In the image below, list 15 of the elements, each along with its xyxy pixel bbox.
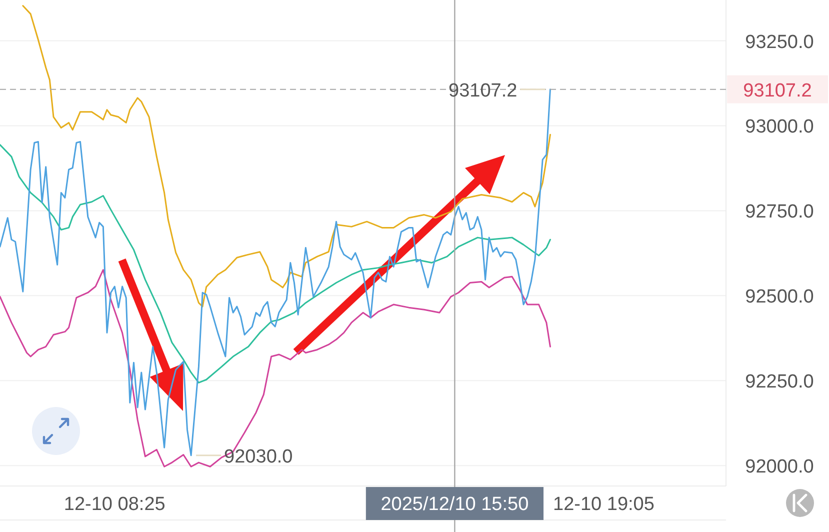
- annotation: 93107.2: [448, 80, 518, 102]
- x-tick-label: 12-10 19:05: [553, 494, 654, 515]
- line-series: [22, 5, 551, 308]
- ref-line-label: 93107.2: [743, 80, 812, 102]
- y-tick-label: 92500.0: [745, 286, 814, 308]
- line-series: [0, 269, 551, 468]
- annotation: 92030.0: [224, 446, 293, 468]
- y-tick-label: 93250.0: [745, 32, 814, 53]
- y-tick-label: 92000.0: [745, 456, 814, 478]
- line-series: [0, 144, 551, 384]
- y-tick-label: 93000.0: [745, 116, 814, 138]
- y-tick-label: 92750.0: [745, 202, 814, 223]
- ref-line-label: 2025/12/10 15:50: [380, 494, 529, 515]
- x-tick-label: 12-10 08:25: [64, 494, 166, 515]
- y-tick-label: 92250.0: [745, 372, 814, 393]
